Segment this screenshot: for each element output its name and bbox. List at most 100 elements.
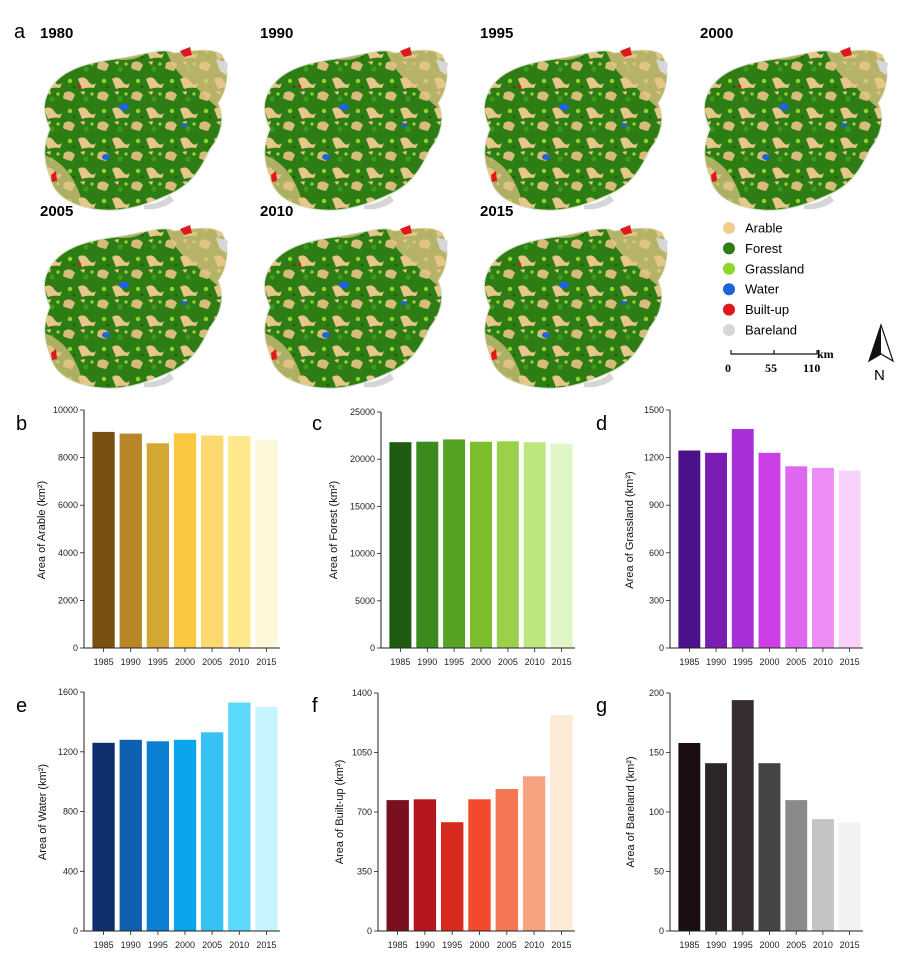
bar-2010 [228, 702, 251, 931]
bar-1985 [389, 442, 412, 648]
y-tick-label: 10000 [53, 405, 78, 415]
y-tick-label: 20000 [350, 454, 375, 464]
bar-2015 [550, 443, 573, 648]
y-tick-label: 4000 [58, 548, 78, 558]
built-up-area [51, 349, 57, 360]
bar-2015 [838, 470, 861, 648]
panel-letter-e: e [16, 695, 27, 717]
bar-2000 [470, 441, 492, 648]
built-up-area [620, 225, 632, 235]
bar-2005 [495, 789, 518, 931]
legend-label: Arable [745, 221, 783, 236]
x-tick-label: 1985 [94, 657, 114, 667]
legend-swatch [723, 262, 735, 275]
x-tick-label: 2015 [840, 940, 860, 950]
map-year-label: 1980 [40, 25, 73, 42]
y-tick-label: 1200 [644, 453, 664, 463]
y-tick-label: 900 [649, 500, 664, 510]
built-up-area [271, 171, 277, 182]
x-tick-label: 1990 [415, 940, 435, 950]
legend-item: Arable [723, 221, 783, 236]
legend-label: Grassland [745, 261, 804, 276]
x-tick-label: 1990 [121, 940, 141, 950]
bar-2005 [496, 441, 519, 648]
x-tick-label: 2000 [175, 940, 195, 950]
island-map [263, 47, 448, 211]
bar-2000 [468, 799, 491, 932]
y-tick-label: 150 [649, 748, 664, 758]
arable-zone [824, 50, 887, 115]
x-tick-label: 2000 [471, 657, 491, 667]
legend-label: Water [745, 282, 780, 297]
water-body [542, 332, 550, 338]
bar-1990 [119, 433, 142, 648]
built-up-area [271, 349, 277, 360]
panel-letter-f: f [312, 695, 318, 717]
built-up-area [51, 171, 57, 182]
arable-zone [384, 50, 447, 115]
map-2010: 2010 [260, 203, 448, 389]
built-up-area [738, 85, 741, 88]
x-tick-label: 2005 [202, 657, 222, 667]
bareland-area [584, 195, 614, 210]
bar-2005 [201, 732, 224, 931]
bar-2015 [255, 706, 278, 931]
y-tick-label: 1500 [644, 405, 664, 415]
bareland-area [804, 195, 834, 210]
y-tick-label: 350 [357, 867, 372, 877]
arable-zone [604, 50, 667, 115]
chart-b: b 1985 1990 1995 2000 2005 2010 2015 0 2000 4000 60… [16, 405, 280, 667]
bar-2010 [228, 436, 251, 648]
bar-1995 [146, 443, 169, 648]
map-year-label: 2000 [700, 25, 733, 42]
water-body [779, 103, 789, 111]
water-body [102, 332, 110, 338]
x-tick-label: 1985 [679, 657, 699, 667]
map-year-label: 2010 [260, 203, 293, 220]
arable-zone [604, 228, 667, 293]
water-body [339, 281, 349, 289]
y-tick-label: 10000 [350, 549, 375, 559]
built-up-area [711, 171, 717, 182]
water-body [181, 123, 187, 127]
bareland-area [144, 195, 174, 210]
bar-2000 [173, 739, 197, 931]
bar-2015 [550, 715, 573, 931]
water-body [102, 154, 110, 160]
x-tick-label: 2015 [552, 657, 572, 667]
legend-label: Built-up [745, 302, 789, 317]
legend-swatch [723, 242, 735, 255]
legend-swatch [723, 324, 735, 336]
bar-1990 [413, 799, 437, 932]
built-up-area [180, 47, 192, 57]
x-tick-label: 1985 [388, 940, 408, 950]
x-tick-label: 2010 [229, 657, 249, 667]
arable-zone [164, 228, 227, 293]
map-year-label: 2015 [480, 203, 513, 220]
x-tick-label: 1990 [706, 657, 726, 667]
bareland-area [656, 237, 668, 253]
chart-c: c 1985 1990 1995 2000 2005 2010 2015 0 5000 10000 1… [312, 407, 575, 667]
bar-1995 [146, 741, 169, 931]
land-use-legend: Arable Forest Grassland Water Built-up Barela… [723, 221, 804, 338]
y-axis-title: Area of Water (km²) [37, 764, 49, 860]
y-axis-title: Area of Forest (km²) [328, 481, 340, 579]
x-tick-label: 1985 [94, 940, 114, 950]
x-tick-label: 1995 [733, 940, 753, 950]
x-tick-label: 2005 [497, 940, 517, 950]
bar-2000 [173, 433, 197, 648]
legend-label: Forest [745, 241, 782, 256]
built-up-area [491, 171, 497, 182]
x-tick-label: 2015 [256, 940, 276, 950]
bar-1995 [441, 822, 464, 931]
built-up-area [180, 225, 192, 235]
bar-1995 [731, 700, 754, 931]
map-2005: 2005 [40, 203, 228, 389]
y-axis-title: Area of Grassland (km²) [624, 471, 636, 588]
y-tick-label: 50 [654, 867, 664, 877]
x-tick-label: 2010 [813, 657, 833, 667]
x-tick-label: 1990 [121, 657, 141, 667]
bareland-area [656, 59, 668, 75]
water-body [181, 301, 187, 305]
water-body [322, 332, 330, 338]
